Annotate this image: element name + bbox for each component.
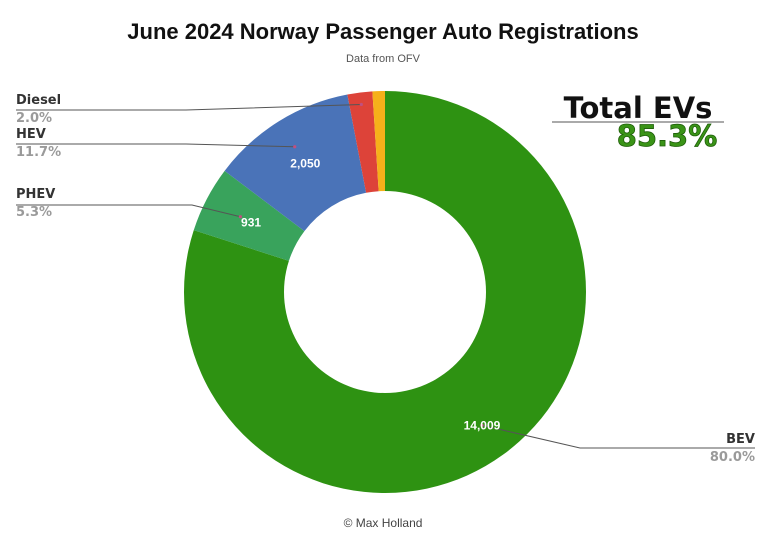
slice-value-labels: 14,009 931 2,050 <box>241 157 501 433</box>
slice-diesel <box>347 91 379 193</box>
category-label-hev: HEV <box>16 127 46 142</box>
slice-bev <box>183 91 587 494</box>
chart-subtitle: Data from OFV <box>346 53 421 65</box>
leader-line-diesel <box>16 103 362 111</box>
slice-phev <box>193 170 305 261</box>
category-label-phev: PHEV <box>16 187 55 202</box>
slice-petrol <box>372 91 385 192</box>
value-label-hev: 2,050 <box>290 157 320 171</box>
chart-title: June 2024 Norway Passenger Auto Registra… <box>127 19 638 44</box>
percent-label-diesel: 2.0% <box>16 111 52 126</box>
category-label-diesel: Diesel <box>16 93 61 108</box>
value-label-phev: 931 <box>241 215 261 229</box>
leader-lines <box>16 102 755 449</box>
total-evs-label: Total EVs <box>564 91 713 125</box>
percent-label-hev: 11.7% <box>16 145 61 160</box>
leader-dot-phev <box>238 215 243 219</box>
leader-dot-diesel <box>359 102 363 107</box>
leader-line-phev <box>16 204 241 218</box>
value-label-bev: 14,009 <box>464 418 501 432</box>
leader-line-bev <box>481 424 755 449</box>
category-labels: BEV 80.0% PHEV 5.3% HEV 11.7% Diesel 2.0% <box>16 93 755 465</box>
percent-label-bev: 80.0% <box>710 450 755 465</box>
total-evs-value: 85.3% <box>617 119 718 153</box>
leader-line-hev <box>16 143 295 148</box>
donut-slices <box>183 91 587 494</box>
percent-label-phev: 5.3% <box>16 205 52 220</box>
chart-footer: © Max Holland <box>344 516 423 530</box>
leader-dot-hev <box>293 145 297 149</box>
leader-dot-bev <box>480 423 484 427</box>
slice-hev <box>224 94 367 232</box>
category-label-bev: BEV <box>726 432 755 447</box>
